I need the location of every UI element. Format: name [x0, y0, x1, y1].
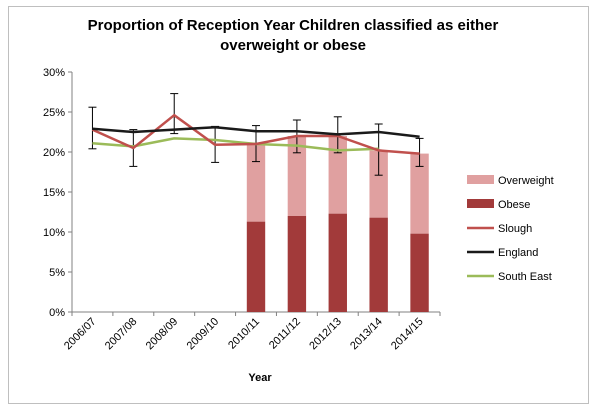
- x-tick-label: 2012/13: [307, 316, 344, 353]
- bar-overweight: [369, 150, 388, 218]
- line-slough: [91, 113, 420, 155]
- y-tick-label: 25%: [43, 107, 65, 119]
- y-tick-label: 30%: [43, 67, 65, 79]
- x-axis-label: Year: [248, 372, 272, 384]
- y-tick-label: 15%: [43, 187, 65, 199]
- chart-legend: Overweight Obese Slough England South East: [467, 175, 554, 283]
- bar-overweight: [246, 144, 266, 222]
- x-tick-label: 2009/10: [185, 316, 222, 353]
- legend-swatch-obese: [467, 199, 494, 208]
- x-tick-label: 2010/11: [226, 316, 262, 352]
- legend-label: Obese: [498, 199, 530, 211]
- y-tick-label: 5%: [49, 267, 65, 279]
- line-south-east: [92, 137, 379, 152]
- y-tick-label: 20%: [43, 147, 65, 159]
- chart-title: Proportion of Reception Year Children cl…: [87, 17, 499, 54]
- legend-swatch-overweight: [467, 175, 494, 184]
- legend-label: Slough: [498, 223, 532, 235]
- legend-label: South East: [498, 271, 552, 283]
- bar-obese: [410, 233, 429, 312]
- x-tick-label: 2013/14: [348, 316, 385, 353]
- y-tick-label: 0%: [49, 307, 65, 319]
- bar-overweight: [328, 136, 347, 214]
- line-england: [92, 125, 420, 139]
- bar-obese: [328, 213, 347, 312]
- x-tick-label: 2011/12: [267, 316, 303, 352]
- bar-obese: [246, 221, 266, 312]
- x-tick-label: 2014/15: [389, 316, 426, 353]
- x-tick-label: 2008/09: [144, 316, 181, 353]
- bar-obese: [287, 216, 307, 312]
- y-tick-label: 10%: [43, 227, 65, 239]
- bar-obese: [369, 217, 388, 312]
- bar-overweight: [410, 153, 429, 234]
- x-tick-label: 2007/08: [103, 316, 140, 353]
- bar-layer: [246, 136, 429, 312]
- legend-label: Overweight: [498, 175, 554, 187]
- line-layer: [91, 113, 420, 155]
- bar-overweight: [287, 136, 307, 216]
- x-tick-label: 2006/07: [62, 316, 99, 353]
- legend-label: England: [498, 247, 538, 259]
